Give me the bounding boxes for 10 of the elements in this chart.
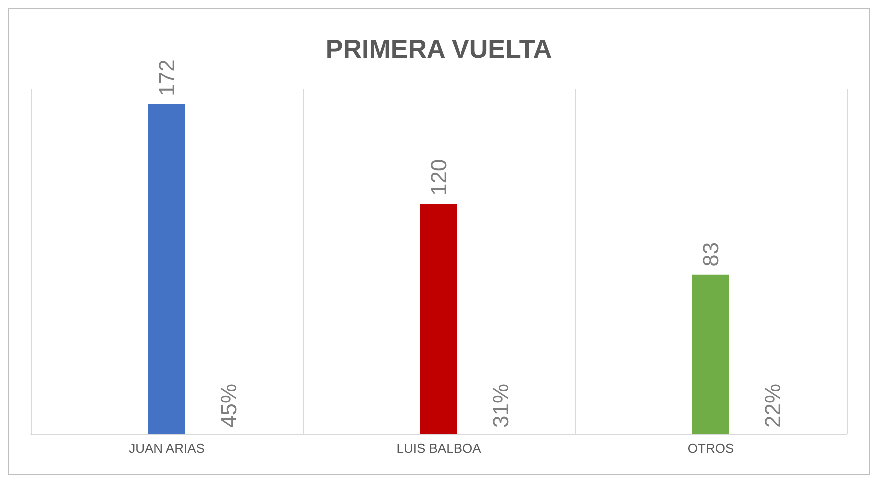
data-label: 172 <box>154 60 180 96</box>
annotation: 22% <box>760 384 786 428</box>
x-tick-label: LUIS BALBOA <box>396 441 482 456</box>
x-tick-label: JUAN ARIAS <box>129 441 206 456</box>
x-tick-label: OTROS <box>688 441 734 456</box>
data-label: 120 <box>426 159 452 196</box>
chart-title: PRIMERA VUELTA <box>326 34 552 64</box>
data-label: 83 <box>698 242 724 267</box>
annotation: 45% <box>216 384 242 428</box>
annotation: 31% <box>488 384 514 428</box>
